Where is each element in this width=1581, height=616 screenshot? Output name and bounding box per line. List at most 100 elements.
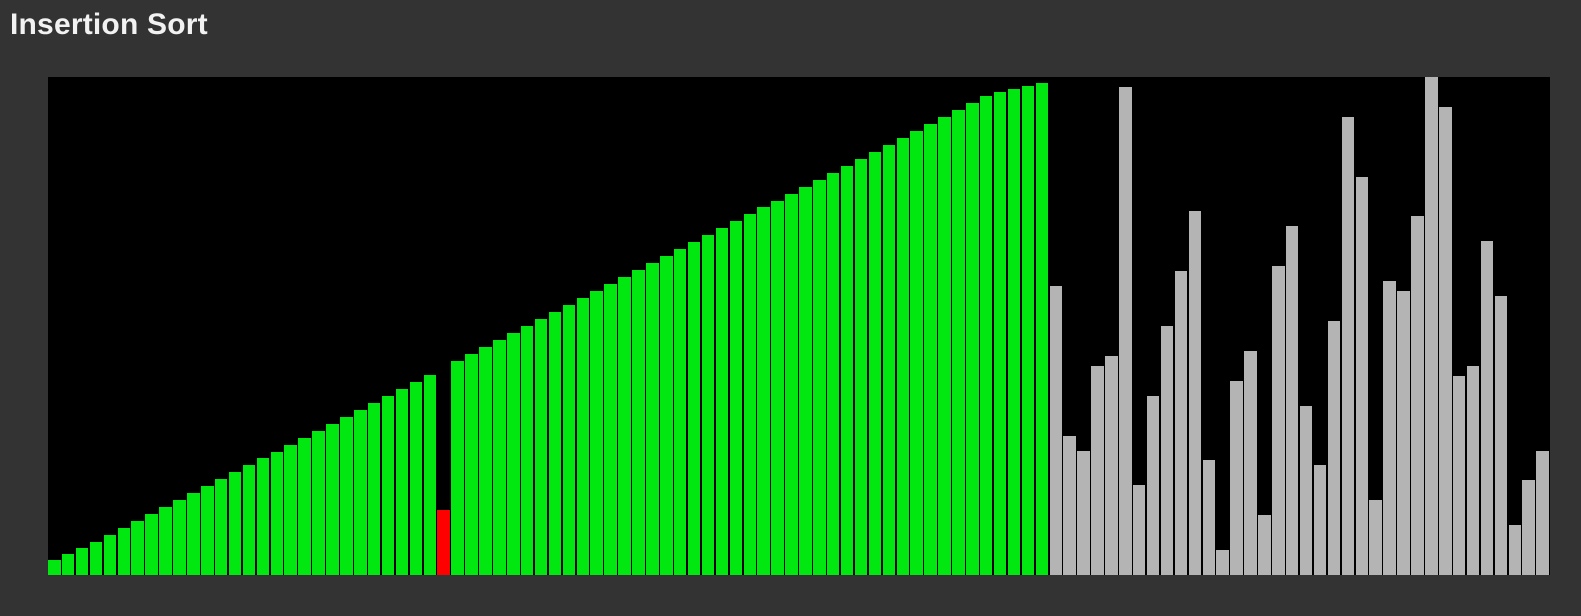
- bar-sorted: [131, 521, 144, 575]
- bar-pending: [1411, 216, 1424, 575]
- bar-pending: [1174, 271, 1188, 575]
- bar-sorted: [228, 472, 242, 575]
- bar-sorted: [743, 214, 756, 575]
- bar-pending: [1091, 365, 1104, 575]
- bar-sorted: [618, 277, 631, 575]
- bar-pending: [1383, 281, 1396, 575]
- bar-sorted: [673, 249, 687, 575]
- bar-sorted: [465, 353, 478, 575]
- bar-sorted: [646, 263, 659, 575]
- bar-active: [437, 510, 450, 575]
- bar-sorted: [729, 221, 743, 575]
- bar-sorted: [173, 500, 186, 575]
- bar-sorted: [451, 360, 464, 575]
- bar-sorted: [799, 186, 812, 575]
- bar-sorted: [89, 542, 103, 575]
- bar-sorted: [660, 256, 673, 575]
- bar-pending: [1132, 485, 1146, 575]
- bar-sorted: [187, 493, 200, 575]
- bar-sorted: [840, 165, 854, 575]
- bar-sorted: [715, 228, 729, 575]
- bar-sorted: [826, 172, 840, 575]
- bar-sorted: [534, 319, 548, 575]
- bar-sorted: [242, 465, 256, 575]
- bar-sorted: [75, 548, 89, 575]
- bar-sorted: [757, 207, 770, 575]
- bar-sorted: [952, 109, 965, 575]
- bar-pending: [1341, 116, 1355, 575]
- bar-pending: [1146, 395, 1160, 575]
- bar-sorted: [632, 270, 645, 575]
- bar-pending: [1258, 515, 1271, 575]
- bar-pending: [1272, 266, 1285, 575]
- bar-sorted: [312, 430, 325, 575]
- bar-sorted: [1007, 88, 1021, 575]
- bar-sorted: [966, 102, 979, 575]
- bar-pending: [1439, 106, 1452, 575]
- bar-sorted: [604, 284, 617, 575]
- page-title: Insertion Sort: [10, 8, 208, 41]
- bar-pending: [1230, 380, 1243, 575]
- bar-pending: [1536, 450, 1549, 575]
- bar-pending: [1049, 286, 1063, 575]
- bar-sorted: [687, 242, 701, 575]
- bar-sorted: [896, 137, 909, 575]
- bar-pending: [1313, 465, 1327, 575]
- bar-sorted: [367, 402, 381, 575]
- bar-pending: [1452, 375, 1466, 575]
- bar-sorted: [409, 381, 423, 575]
- bar-pending: [1355, 176, 1369, 575]
- bar-sorted: [910, 130, 923, 575]
- bar-pending: [1244, 350, 1257, 575]
- bar-sorted: [493, 339, 506, 575]
- bar-sorted: [326, 423, 339, 575]
- bar-sorted: [1021, 85, 1035, 575]
- bar-sorted: [562, 305, 576, 575]
- bar-pending: [1466, 365, 1480, 575]
- bar-sorted: [1035, 82, 1049, 575]
- bar-sorted: [993, 91, 1007, 575]
- bar-pending: [1397, 291, 1410, 575]
- bar-sorted: [979, 95, 993, 575]
- bar-sorted: [924, 123, 937, 575]
- bar-pending: [1063, 435, 1076, 575]
- bar-sorted: [938, 116, 951, 575]
- bar-pending: [1216, 550, 1229, 575]
- bar-pending: [1202, 460, 1216, 575]
- bar-sorted: [354, 409, 367, 575]
- bar-sorted: [340, 416, 353, 575]
- bar-pending: [1480, 241, 1494, 575]
- bar-pending: [1119, 86, 1132, 575]
- bar-pending: [1285, 226, 1299, 575]
- visualization-canvas[interactable]: [48, 77, 1550, 575]
- bar-pending: [1188, 211, 1202, 575]
- bar-sorted: [590, 291, 603, 575]
- bar-sorted: [868, 151, 882, 575]
- bar-sorted: [423, 374, 437, 575]
- bar-sorted: [520, 326, 534, 575]
- bar-sorted: [854, 158, 868, 575]
- bar-sorted: [548, 312, 562, 575]
- bar-pending: [1522, 480, 1535, 575]
- bar-sorted: [771, 200, 784, 575]
- bar-sorted: [256, 458, 270, 575]
- bar-sorted: [395, 388, 409, 575]
- bar-sorted: [214, 479, 228, 575]
- bar-sorted: [381, 395, 395, 575]
- bar-pending: [1327, 321, 1341, 575]
- bar-pending: [1299, 405, 1313, 575]
- bar-sorted: [298, 437, 311, 575]
- bar-pending: [1160, 326, 1174, 575]
- bar-pending: [1077, 450, 1090, 575]
- bar-sorted: [507, 332, 520, 575]
- bar-sorted: [785, 193, 798, 575]
- bar-pending: [1508, 525, 1522, 575]
- bar-pending: [1425, 77, 1438, 575]
- bar-sorted: [270, 451, 284, 575]
- bar-sorted: [103, 535, 117, 575]
- bar-sorted: [117, 528, 131, 575]
- bar-sorted: [201, 486, 214, 575]
- bar-pending: [1105, 355, 1118, 575]
- bar-sorted: [882, 144, 896, 575]
